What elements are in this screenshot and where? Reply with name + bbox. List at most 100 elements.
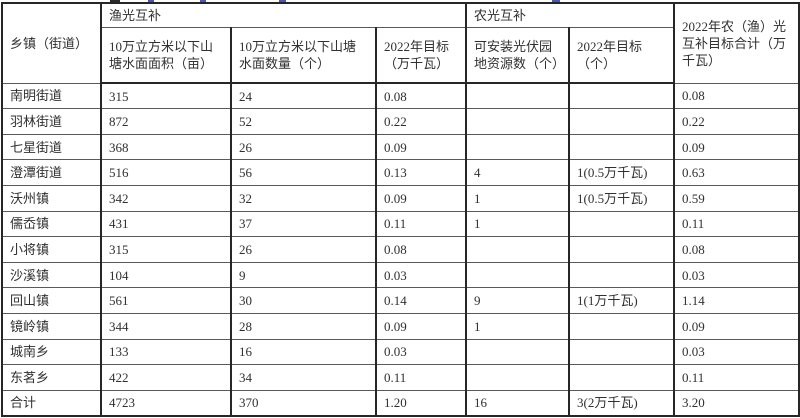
table-cell: 1.14 [673,287,800,314]
table-cell: 4723 [100,389,232,417]
table-row: 南明街道 315 24 0.08 0.08 [1,82,800,110]
row-label: 合计 [1,389,102,417]
table-cell: 0.09 [375,312,467,340]
table-cell: 0.09 [673,312,800,340]
table-cell [567,210,676,238]
header-group-agri-solar: 农光互补 [464,2,676,28]
table-cell: 0.09 [673,133,800,161]
table-cell: 422 [100,364,232,391]
table-cell: 52 [230,108,377,135]
table-cell: 872 [100,108,232,135]
table-cell: 1(0.5万千瓦) [567,159,676,186]
header-pond-count: 10万立方米以下山塘水面数量（个） [230,26,377,84]
table-cell: 0.11 [673,210,800,238]
clipped-text-remnant [110,0,120,2]
table-cell [465,338,570,366]
table-cell: 0.14 [375,287,467,314]
table-cell: 1(1万千瓦) [567,287,676,314]
table-cell: 0.63 [673,159,800,186]
table-cell: 28 [230,312,377,340]
table-cell: 16 [465,389,570,417]
table-row: 羽林街道 872 52 0.22 0.22 [1,108,800,135]
table-cell [465,133,570,161]
table-cell: 0.08 [673,82,800,110]
table-cell [465,82,570,110]
table-cell: 315 [100,236,232,263]
table-cell: 1(0.5万千瓦) [567,184,676,212]
table-cell: 0.08 [673,236,800,263]
table-cell [567,312,676,340]
table-cell: 516 [100,159,232,186]
table-cell: 431 [100,210,232,238]
table-row-total: 合计 4723 370 1.20 16 3(2万千瓦) 3.20 [1,389,800,417]
row-label: 镜岭镇 [1,312,102,340]
row-label: 澄潭街道 [1,159,102,186]
header-township: 乡镇（街道） [1,2,102,84]
table-cell: 0.09 [375,133,467,161]
table-cell: 315 [100,82,232,110]
table-cell: 561 [100,287,232,314]
header-sub-row: 10万立方米以下山塘水面面积（亩） 10万立方米以下山塘水面数量（个） 2022… [2,26,799,84]
table-cell [567,133,676,161]
table-cell: 37 [230,210,377,238]
table-body: 南明街道 315 24 0.08 0.08 羽林街道 872 52 0.22 0.22 七星街道 36… [1,82,800,417]
header-agri-target-2022: 2022年目标（个） [567,26,676,84]
table-row: 七星街道 368 26 0.09 0.09 [1,133,800,161]
table-cell: 1 [465,312,570,340]
table-cell: 0.11 [375,210,467,238]
table-cell: 26 [230,133,377,161]
table-cell: 344 [100,312,232,340]
clipped-text-remnant [552,0,560,2]
header-total-target: 2022年农（渔）光互补目标合计（万千瓦） [673,2,800,84]
table-row: 沙溪镇 104 9 0.03 0.03 [1,261,800,289]
row-label: 儒岙镇 [1,210,102,238]
table-cell: 26 [230,236,377,263]
table-cell: 32 [230,184,377,212]
table-row: 镜岭镇 344 28 0.09 1 0.09 [1,312,800,340]
table-cell [567,82,676,110]
table-cell [465,261,570,289]
table-cell: 0.08 [375,82,467,110]
clipped-text-remnant [148,0,154,2]
table-cell: 34 [230,364,377,391]
table-cell: 3.20 [673,389,800,417]
table-cell: 370 [230,389,377,417]
table-row: 小将镇 315 26 0.08 0.08 [1,236,800,263]
row-label: 沙溪镇 [1,261,102,289]
table-cell [465,108,570,135]
table-cell: 56 [230,159,377,186]
table-cell: 0.11 [673,364,800,391]
table-cell: 16 [230,338,377,366]
table-cell: 24 [230,82,377,110]
table-cell [567,236,676,263]
table-cell: 30 [230,287,377,314]
table-row: 澄潭街道 516 56 0.13 4 1(0.5万千瓦) 0.63 [1,159,800,186]
table-row: 回山镇 561 30 0.14 9 1(1万千瓦) 1.14 [1,287,800,314]
table-cell: 0.59 [673,184,800,212]
table-cell: 0.11 [375,364,467,391]
table-cell: 0.22 [673,108,800,135]
table-cell: 0.03 [375,338,467,366]
table-cell: 0.03 [673,338,800,366]
table-cell: 368 [100,133,232,161]
row-label: 羽林街道 [1,108,102,135]
header-pond-area: 10万立方米以下山塘水面面积（亩） [100,26,232,84]
table-cell: 0.03 [673,261,800,289]
table-cell: 0.03 [375,261,467,289]
table-cell: 4 [465,159,570,186]
row-label: 回山镇 [1,287,102,314]
table-cell [567,364,676,391]
header-group-row: 乡镇（街道） 渔光互补 农光互补 2022年农（渔）光互补目标合计（万千瓦） [1,2,800,84]
table-cell: 9 [230,261,377,289]
table-row: 沃州镇 342 32 0.09 1 1(0.5万千瓦) 0.59 [1,184,800,212]
table-cell: 1 [465,210,570,238]
table-cell: 104 [100,261,232,289]
clipped-text-remnant [200,0,206,2]
table-cell: 0.13 [375,159,467,186]
table-header: 乡镇（街道） 渔光互补 农光互补 2022年农（渔）光互补目标合计（万千瓦） 1… [1,2,800,84]
table-cell [465,364,570,391]
row-label: 七星街道 [1,133,102,161]
table-cell: 1.20 [375,389,467,417]
table-cell [567,261,676,289]
